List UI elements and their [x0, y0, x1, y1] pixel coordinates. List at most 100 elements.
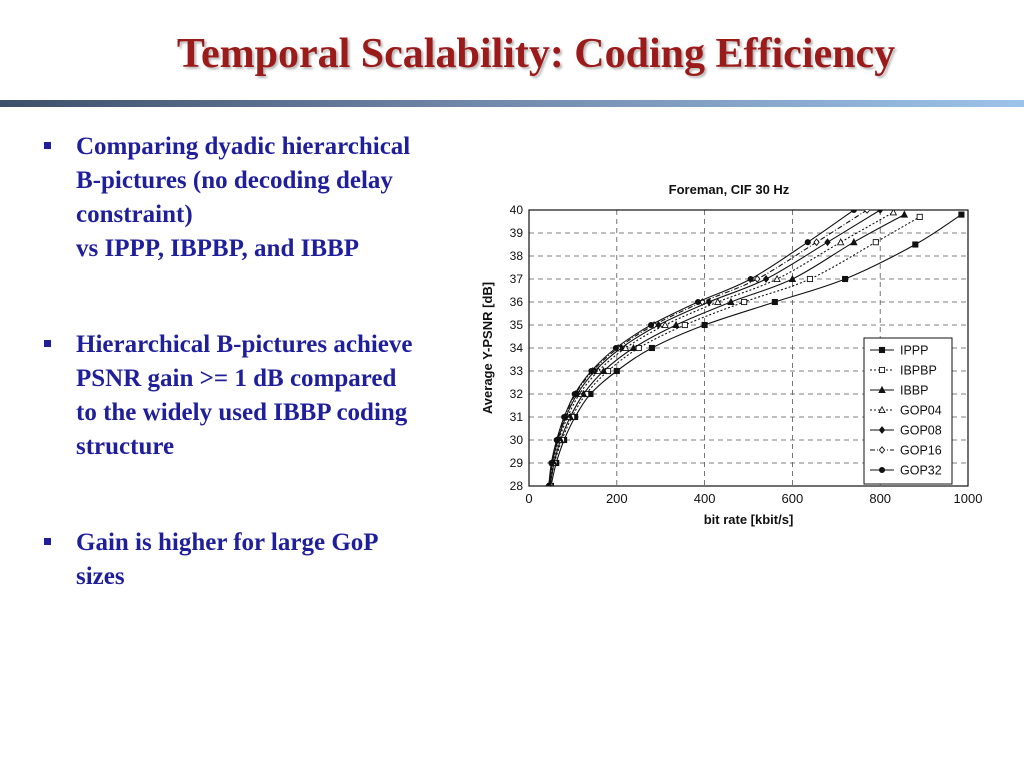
data-point-marker — [788, 274, 797, 283]
data-point-marker — [588, 367, 595, 375]
bullet-text-line: Comparing dyadic hierarchical — [76, 133, 411, 160]
data-point-marker — [599, 366, 608, 375]
legend-entry: GOP32 — [900, 464, 942, 478]
y-tick-label: 31 — [510, 410, 524, 424]
data-point-marker — [804, 239, 811, 246]
data-point-marker — [612, 344, 619, 352]
data-point-marker — [900, 210, 909, 218]
data-point-marker — [916, 213, 923, 220]
bullet-text-line: Gain is higher for large GoP — [76, 529, 379, 556]
bullet-square-icon — [44, 538, 51, 545]
y-tick-label: 30 — [510, 433, 524, 447]
plot-frame — [528, 209, 969, 487]
title-divider — [0, 100, 1024, 107]
psnr-line-chart: 0 200 400 600 800 1000 28 29 30 31 32 33 34 35 36 37 38 3… — [480, 182, 983, 527]
data-point-marker — [747, 275, 754, 283]
bullet-item: Comparing dyadic hierarchical B-pictures… — [44, 130, 474, 266]
data-point-marker — [741, 298, 748, 306]
data-point-marker — [773, 274, 781, 283]
chart-title: Foreman, CIF 30 Hz — [669, 182, 790, 197]
data-point-marker — [889, 210, 898, 216]
x-tick-label: 800 — [869, 491, 891, 506]
data-point-marker — [878, 405, 886, 414]
data-point-marker — [850, 210, 857, 214]
data-point-marker — [655, 321, 662, 329]
data-point-marker — [705, 298, 713, 306]
data-point-marker — [912, 241, 919, 248]
bullet-text-line: sizes — [76, 563, 125, 590]
data-point-marker — [863, 210, 871, 214]
data-point-marker — [647, 321, 655, 329]
bullet-text-line: PSNR gain >= 1 dB compared — [76, 365, 397, 392]
bullet-text-line: to the widely used IBBP coding — [76, 399, 408, 426]
data-point-marker — [648, 344, 655, 352]
bullet-item: Gain is higher for large GoP sizes — [44, 526, 474, 594]
x-tick-label: 200 — [606, 491, 628, 506]
x-tick-label: 1000 — [954, 491, 983, 506]
bullet-text-line: vs IPPP, IBPBP, and IBBP — [76, 235, 359, 262]
y-axis-label: Average Y-PSNR [dB] — [480, 282, 495, 414]
x-axis-label: bit rate [kbit/s] — [704, 512, 794, 527]
series-line-gop04 — [549, 211, 894, 486]
data-point-marker — [661, 320, 669, 329]
data-point-marker — [878, 446, 886, 454]
data-point-marker — [806, 275, 814, 283]
data-point-marker — [878, 366, 886, 374]
data-point-marker — [701, 321, 708, 329]
data-point-marker — [672, 320, 680, 329]
data-point-marker — [842, 275, 849, 283]
data-point-marker — [878, 466, 886, 474]
data-point-marker — [714, 297, 722, 306]
data-point-marker — [878, 346, 886, 354]
series-group — [545, 210, 965, 486]
legend-box — [863, 337, 953, 485]
y-tick-label: 40 — [510, 203, 524, 217]
y-tick-label: 35 — [510, 318, 524, 332]
bullet-text-line: Hierarchical B-pictures achieve — [76, 331, 413, 358]
legend-entry: IPPP — [900, 344, 929, 358]
legend-entry: GOP08 — [900, 424, 942, 438]
y-tick-label: 28 — [510, 479, 524, 493]
legend-entry: IBBP — [900, 384, 929, 398]
y-tick-label: 29 — [510, 456, 524, 470]
data-point-marker — [813, 238, 820, 247]
bullet-square-icon — [44, 142, 51, 149]
y-tick-label: 32 — [510, 387, 524, 401]
data-point-marker — [553, 436, 560, 444]
bullet-list: Comparing dyadic hierarchical B-pictures… — [44, 130, 474, 594]
data-point-marker — [958, 211, 965, 218]
data-point-marker — [681, 321, 688, 329]
bullet-text-line: constraint) — [76, 201, 193, 228]
bullet-square-icon — [44, 340, 51, 347]
data-point-marker — [694, 298, 702, 306]
data-point-marker — [727, 297, 735, 306]
x-tick-label: 600 — [782, 491, 804, 506]
y-tick-label: 39 — [510, 226, 524, 240]
x-tick-label: 400 — [694, 491, 716, 506]
data-point-marker — [613, 367, 620, 375]
data-point-marker — [754, 275, 761, 283]
series-line-gop16 — [548, 210, 868, 486]
legend-entry: GOP16 — [900, 444, 942, 458]
bullet-text-line: B-pictures (no decoding delay — [76, 167, 393, 194]
slide-title: Temporal Scalability: Coding Efficiency — [176, 31, 896, 77]
legend-entry: GOP04 — [900, 404, 942, 418]
data-point-marker — [836, 238, 845, 246]
data-point-marker — [878, 426, 886, 434]
x-tick-label: 0 — [525, 491, 532, 506]
data-point-marker — [878, 385, 886, 394]
bullet-item: Hierarchical B-pictures achieve PSNR gai… — [44, 328, 474, 464]
data-point-marker — [571, 390, 578, 398]
y-tick-label: 37 — [510, 272, 524, 286]
legend-entry: IBPBP — [900, 364, 937, 378]
bullet-text-line: structure — [76, 433, 175, 460]
y-tick-label: 34 — [510, 341, 524, 355]
data-point-marker — [824, 238, 831, 247]
series-line-ibbp — [549, 214, 905, 486]
data-point-marker — [850, 238, 858, 246]
data-point-marker — [877, 210, 884, 214]
data-point-marker — [545, 482, 552, 486]
data-point-marker — [635, 344, 642, 352]
data-point-marker — [561, 413, 568, 421]
data-point-marker — [872, 239, 879, 246]
